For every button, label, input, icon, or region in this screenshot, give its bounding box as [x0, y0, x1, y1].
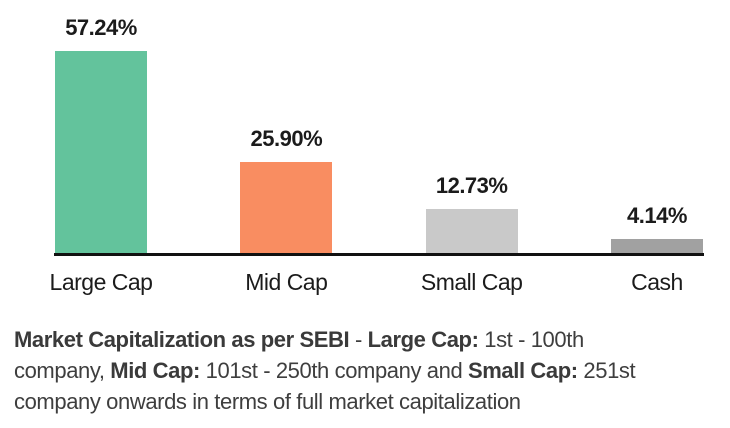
bar-value-label-cash: 4.14%: [627, 203, 687, 229]
bar-large-cap: [55, 50, 147, 254]
caption-text: company onwards in terms of full market …: [14, 389, 521, 414]
category-label-cash: Cash: [631, 269, 683, 295]
bar-small-cap: [425, 208, 518, 254]
bar-group-mid-cap: 25.90% Mid Cap: [240, 0, 333, 296]
caption-text: Market Capitalization as per SEBI: [14, 327, 350, 352]
chart-caption: Market Capitalization as per SEBI - Larg…: [14, 324, 726, 417]
category-label-mid-cap: Mid Cap: [245, 269, 328, 295]
x-axis-line: [54, 253, 704, 256]
caption-line-2: company, Mid Cap: 101st - 250th company …: [14, 355, 726, 386]
bar-value-label-mid-cap: 25.90%: [250, 126, 323, 152]
caption-text: Large Cap:: [367, 327, 479, 352]
bar-chart-plot-area: 57.24% Large Cap 25.90% Mid Cap 12.73% S…: [50, 0, 703, 296]
bar-value-label-large-cap: 57.24%: [65, 14, 137, 40]
bar-group-cash: 4.14% Cash: [610, 0, 703, 296]
caption-text: company,: [14, 358, 111, 383]
category-label-small-cap: Small Cap: [420, 269, 523, 295]
category-label-large-cap: Large Cap: [49, 269, 153, 295]
bar-cash: [610, 239, 703, 254]
bar-group-small-cap: 12.73% Small Cap: [421, 0, 523, 296]
caption-line-3: company onwards in terms of full market …: [14, 386, 726, 417]
bar-group-large-cap: 57.24% Large Cap: [50, 0, 153, 296]
caption-line-1: Market Capitalization as per SEBI - Larg…: [14, 324, 726, 355]
caption-text: Mid Cap:: [110, 358, 200, 383]
caption-text: Small Cap:: [468, 358, 578, 383]
caption-text: 101st - 250th company and: [199, 358, 468, 383]
caption-text: 251st: [577, 358, 636, 383]
bar-mid-cap: [240, 162, 333, 254]
caption-text: -: [349, 327, 368, 352]
caption-text: 1st - 100th: [478, 327, 584, 352]
bar-value-label-small-cap: 12.73%: [435, 172, 508, 198]
